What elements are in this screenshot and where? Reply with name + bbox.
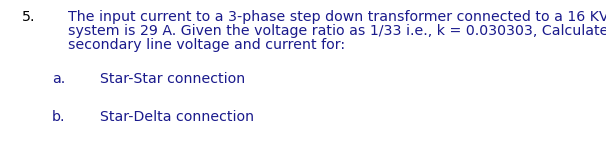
Text: Star-Star connection: Star-Star connection <box>100 72 245 86</box>
Text: b.: b. <box>52 110 65 124</box>
Text: 5.: 5. <box>22 10 36 24</box>
Text: Star-Delta connection: Star-Delta connection <box>100 110 254 124</box>
Text: system is 29 A. Given the voltage ratio as 1/33 i.e., k = 0.030303, Calculate th: system is 29 A. Given the voltage ratio … <box>68 24 606 38</box>
Text: a.: a. <box>52 72 65 86</box>
Text: secondary line voltage and current for:: secondary line voltage and current for: <box>68 38 345 52</box>
Text: The input current to a 3-phase step down transformer connected to a 16 KV supply: The input current to a 3-phase step down… <box>68 10 606 24</box>
